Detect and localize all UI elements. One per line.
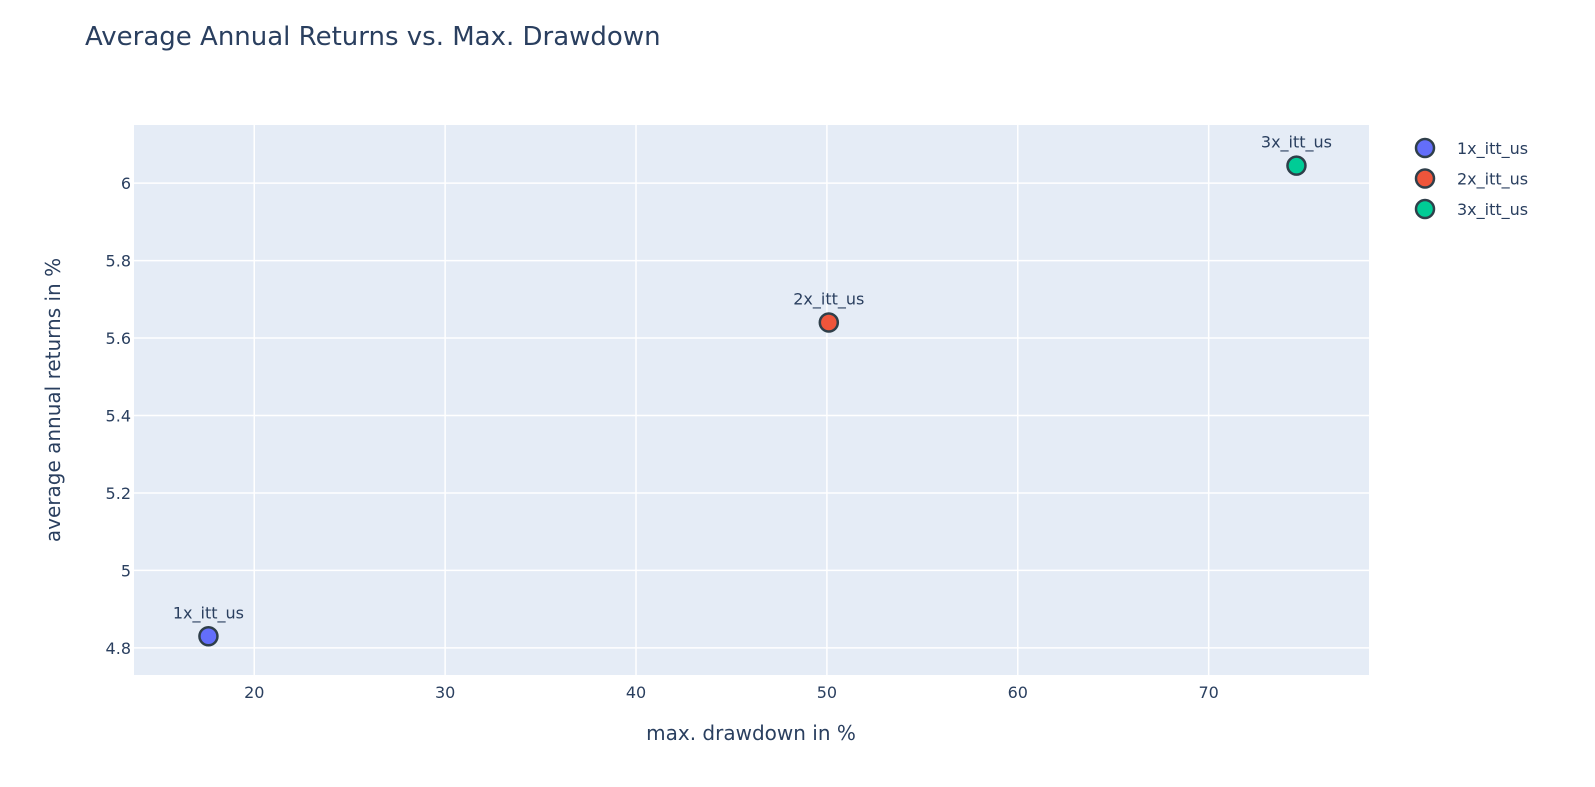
chart-title: Average Annual Returns vs. Max. Drawdown	[85, 22, 661, 52]
x-tick-label: 30	[435, 683, 455, 702]
x-tick-label: 60	[1008, 683, 1028, 702]
data-point[interactable]	[1286, 155, 1307, 176]
point-label: 2x_itt_us	[793, 290, 864, 310]
x-tick-label: 40	[626, 683, 646, 702]
legend-marker	[1414, 198, 1436, 220]
x-tick-label: 50	[817, 683, 837, 702]
x-tick-label: 20	[244, 683, 264, 702]
legend-marker	[1414, 137, 1436, 159]
legend[interactable]: 1x_itt_us 2x_itt_us 3x_itt_us	[1414, 137, 1528, 220]
grid-lines	[134, 125, 1369, 675]
point-label: 3x_itt_us	[1261, 133, 1332, 153]
data-points	[198, 155, 1307, 647]
y-tick-label: 5	[121, 561, 131, 580]
y-axis-ticks: 4.8 5 5.2 5.4 5.6 5.8 6	[106, 174, 131, 658]
x-axis-title: max. drawdown in %	[646, 721, 856, 745]
legend-item[interactable]: 2x_itt_us	[1414, 168, 1528, 190]
y-tick-label: 5.4	[106, 406, 131, 425]
y-tick-label: 5.6	[106, 329, 131, 348]
legend-label: 1x_itt_us	[1457, 139, 1528, 159]
point-label: 1x_itt_us	[173, 603, 244, 623]
x-tick-label: 70	[1198, 683, 1218, 702]
y-axis-title: average annual returns in %	[41, 258, 65, 542]
y-tick-label: 5.8	[106, 252, 131, 271]
plot-area	[134, 125, 1369, 675]
data-point[interactable]	[818, 312, 840, 333]
legend-label: 2x_itt_us	[1457, 170, 1528, 190]
x-axis-ticks: 20 30 40 50 60 70	[244, 683, 1219, 702]
y-tick-label: 6	[121, 174, 131, 193]
legend-marker	[1414, 168, 1436, 189]
legend-item[interactable]: 1x_itt_us	[1414, 137, 1528, 159]
y-tick-label: 5.2	[106, 484, 131, 503]
y-tick-label: 4.8	[106, 639, 131, 658]
legend-label: 3x_itt_us	[1457, 200, 1528, 220]
point-labels: 1x_itt_us 2x_itt_us 3x_itt_us	[173, 133, 1332, 624]
legend-item[interactable]: 3x_itt_us	[1414, 198, 1528, 220]
data-point[interactable]	[198, 626, 219, 647]
